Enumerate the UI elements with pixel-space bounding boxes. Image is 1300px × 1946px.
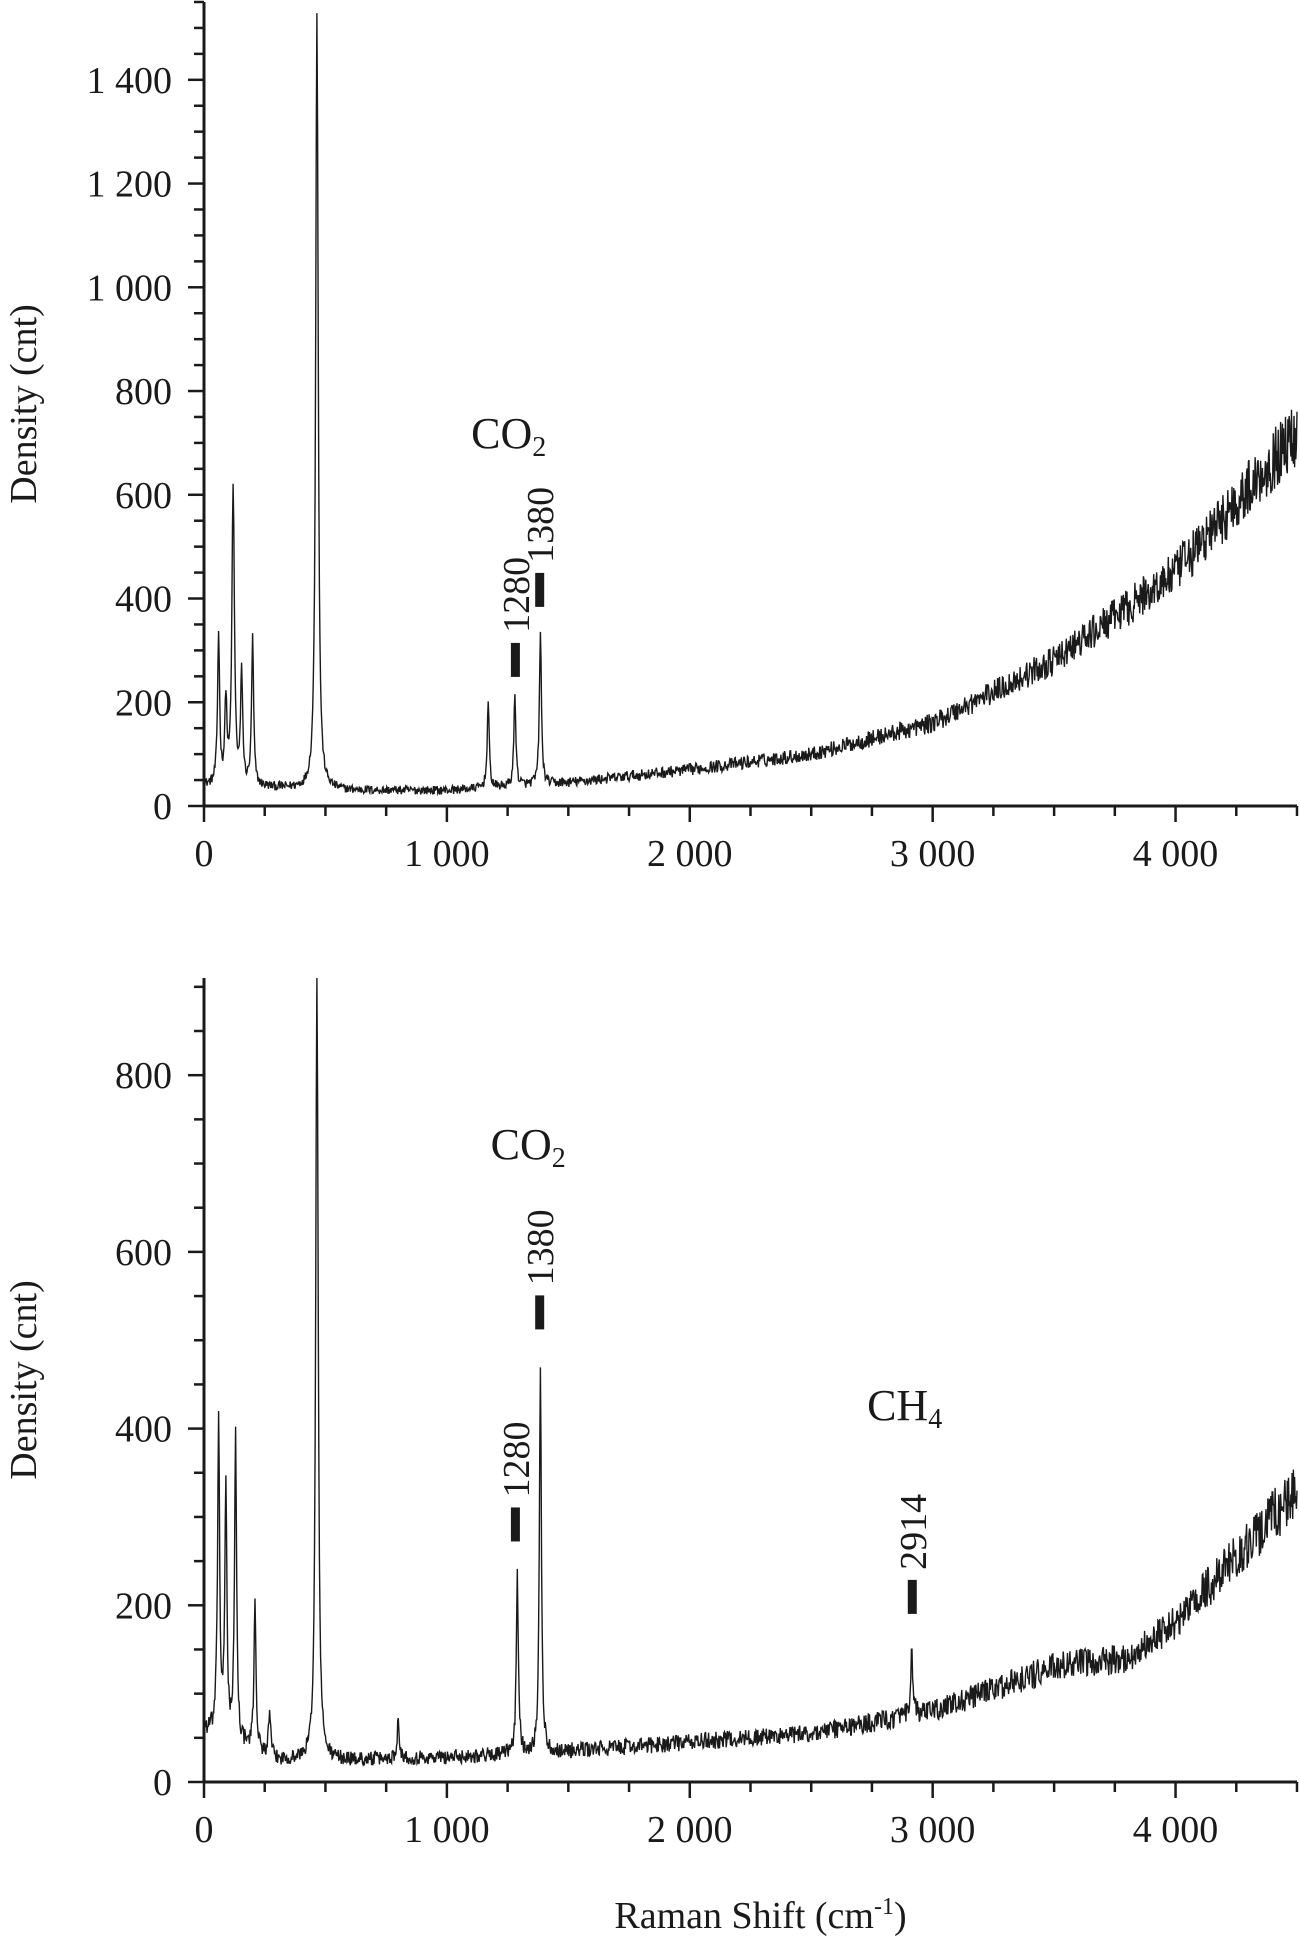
species-label: CO2: [471, 409, 546, 463]
peak-marker: [510, 1507, 520, 1542]
y-axis-label: Density (cnt): [3, 1280, 45, 1479]
x-tick-label: 0: [195, 833, 214, 875]
x-tick-label: 0: [195, 1809, 214, 1851]
x-tick-label: 4 000: [1133, 1809, 1219, 1851]
species-label: CO2: [491, 1120, 566, 1174]
peak-marker: [535, 572, 545, 607]
peak-label: 1280: [496, 1421, 538, 1497]
y-tick-label: 1 400: [87, 60, 173, 102]
peak-label: 1380: [520, 487, 562, 563]
y-tick-label: 400: [115, 579, 172, 621]
x-tick-label: 1 000: [404, 1809, 490, 1851]
x-tick-label: 3 000: [890, 1809, 976, 1851]
y-axis-label: Density (cnt): [3, 304, 45, 503]
x-tick-label: 3 000: [890, 833, 976, 875]
peak-marker: [535, 1295, 545, 1330]
y-tick-label: 600: [115, 475, 172, 517]
species-label: CH4: [867, 1381, 942, 1435]
y-tick-label: 200: [115, 1585, 172, 1627]
y-tick-label: 200: [115, 682, 172, 724]
x-tick-label: 1 000: [404, 833, 490, 875]
spectrum-line: [203, 977, 1298, 1767]
y-tick-label: 800: [115, 1055, 172, 1097]
peak-marker: [907, 1579, 917, 1614]
x-axis-label: Raman Shift (cm-1): [614, 1894, 906, 1937]
peak-label: 1380: [520, 1209, 562, 1285]
peak-marker: [510, 642, 520, 677]
x-tick-label: 2 000: [647, 833, 733, 875]
y-tick-label: 0: [153, 1762, 172, 1804]
peak-label: 2914: [893, 1494, 935, 1570]
y-tick-label: 1 000: [87, 267, 173, 309]
y-tick-label: 600: [115, 1232, 172, 1274]
spectrum-line: [203, 13, 1298, 797]
y-tick-label: 400: [115, 1409, 172, 1451]
y-tick-label: 1 200: [87, 164, 173, 206]
chart-top-panel: 0 1 000 2 000 3 000 4 000 0 200 400 600 800 1 000 1…: [3, 0, 1299, 875]
x-tick-label: 4 000: [1133, 833, 1219, 875]
peak-label: 1280: [496, 557, 538, 633]
chart-bottom-panel: 0 1 000 2 000 3 000 4 000 0 200 400 600 800 Densit…: [3, 977, 1299, 1937]
y-tick-label: 800: [115, 371, 172, 413]
x-tick-label: 2 000: [647, 1809, 733, 1851]
y-tick-label: 0: [153, 786, 172, 828]
